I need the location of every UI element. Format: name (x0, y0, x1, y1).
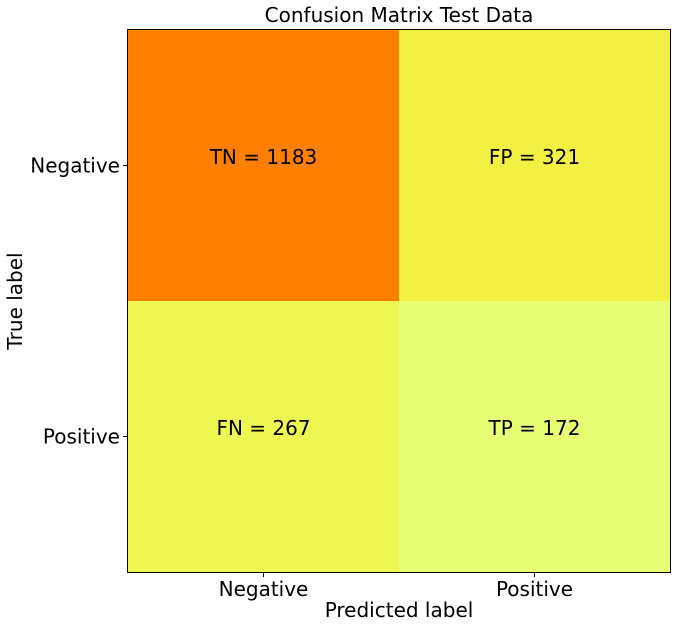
cell-value-label-fn: FN = 267 (216, 416, 310, 440)
heatmap-cells: TN = 1183 FP = 321 FN = 267 TP = 172 (128, 30, 670, 572)
x-axis-label: Predicted label (325, 598, 474, 622)
y-tick-label-positive: Positive (43, 425, 120, 449)
y-tick-label-negative: Negative (30, 154, 120, 178)
x-tick-label-negative: Negative (219, 577, 309, 601)
x-tick-label-positive: Positive (496, 577, 573, 601)
heatmap-cell-tn (128, 30, 399, 301)
y-axis-label: True label (3, 252, 27, 350)
cell-value-label-tn: TN = 1183 (209, 145, 318, 169)
plot-frame (127, 29, 671, 573)
cell-value-label-fp: FP = 321 (489, 145, 580, 169)
cell-value-label-tp: TP = 172 (488, 416, 581, 440)
x-axis-ticks: Negative Positive (219, 572, 573, 601)
chart-title: Confusion Matrix Test Data (265, 3, 534, 27)
heatmap-cell-tp (399, 301, 670, 572)
heatmap-cell-fn (128, 301, 399, 572)
y-axis-ticks: Negative Positive (30, 154, 128, 449)
heatmap-cell-fp (399, 30, 670, 301)
